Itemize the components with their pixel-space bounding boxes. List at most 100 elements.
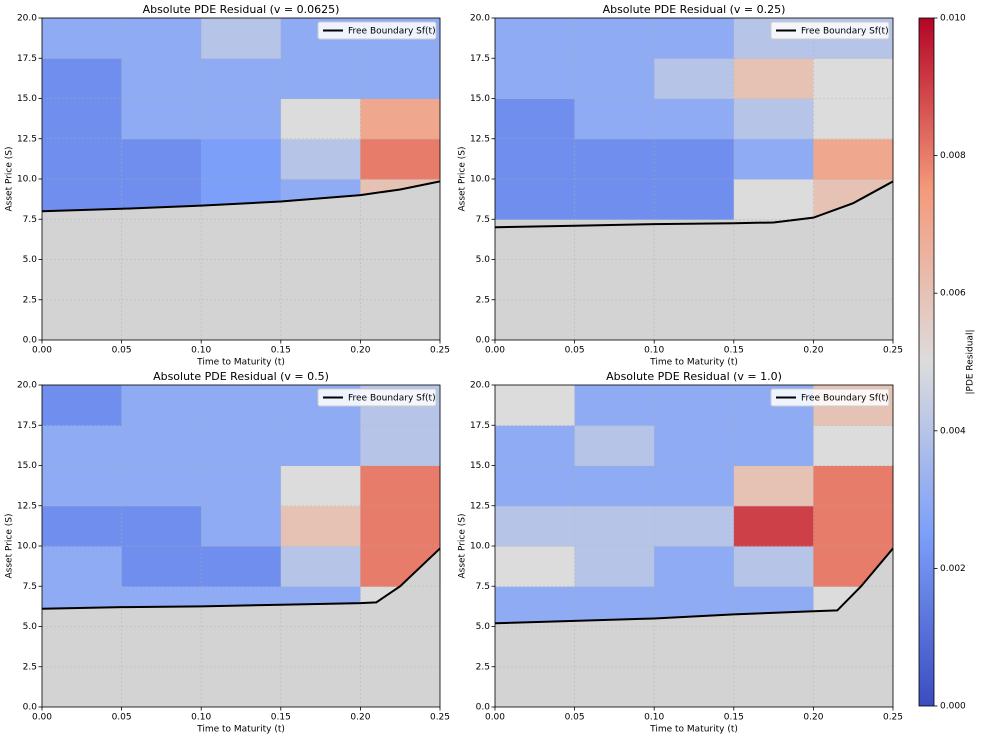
- heatmap-cell: [121, 546, 202, 587]
- heatmap-cell: [495, 586, 576, 627]
- heatmap-cell: [42, 465, 123, 507]
- y-tick-label: 15.0: [17, 94, 37, 104]
- heatmap-cell: [42, 18, 123, 59]
- heatmap-cell: [121, 58, 202, 99]
- heatmap-cell: [733, 58, 814, 99]
- chart-title: Absolute PDE Residual (v = 0.25): [603, 3, 786, 16]
- heatmap-cell: [42, 546, 123, 587]
- heatmap-cell: [813, 465, 894, 507]
- heatmap-cell: [360, 138, 441, 180]
- x-tick-label: 0.10: [191, 346, 211, 356]
- heatmap-cell: [813, 138, 894, 180]
- x-tick-label: 0.25: [430, 346, 450, 356]
- y-tick-label: 17.5: [17, 421, 37, 431]
- heatmap-cell: [654, 385, 735, 426]
- heatmap-cell: [201, 58, 282, 99]
- heatmap-cell: [574, 425, 655, 466]
- x-tick-label: 0.05: [112, 713, 132, 723]
- heatmap-cell: [42, 58, 123, 99]
- colorbar-tick-label: 0.010: [940, 14, 966, 24]
- y-axis-label: Asset Price (S): [458, 146, 468, 211]
- y-tick-label: 15.0: [470, 94, 490, 104]
- heatmap-cell: [360, 58, 441, 99]
- y-tick-label: 12.5: [470, 134, 490, 144]
- y-tick-label: 20.0: [470, 14, 490, 24]
- x-tick-label: 0.20: [803, 713, 823, 723]
- colorbar-tick-label: 0.002: [940, 564, 966, 574]
- heatmap-cell: [495, 505, 576, 547]
- heatmap-cell: [654, 505, 735, 547]
- heatmap-cell: [733, 546, 814, 587]
- exercise-region: [42, 181, 440, 340]
- heatmap-cell: [121, 138, 202, 180]
- heatmap-cell: [360, 425, 441, 466]
- heatmap-cell: [201, 425, 282, 466]
- free-boundary-line: [494, 547, 894, 625]
- y-tick-label: 12.5: [17, 134, 37, 144]
- y-tick-label: 17.5: [470, 54, 490, 64]
- heatmap-cell: [495, 425, 576, 466]
- heatmap-cell: [654, 425, 735, 466]
- heatmap-cell: [654, 18, 735, 59]
- x-axis-label: Time to Maturity (t): [649, 725, 738, 735]
- heatmap-cell: [813, 505, 894, 547]
- y-tick-label: 2.5: [23, 295, 37, 305]
- y-tick-label: 0.0: [23, 336, 38, 346]
- colorbar: [918, 17, 935, 707]
- heatmap-cell: [495, 546, 576, 587]
- x-tick-label: 0.00: [32, 346, 52, 356]
- subplot: 0.00 0.05 0.10 0.15 0.20 0.25 0.0 2.5 5.0 7.5 10.0…: [458, 370, 904, 735]
- heatmap-cell: [201, 465, 282, 507]
- heatmap-cell: [574, 58, 655, 99]
- heatmap-cell: [201, 98, 282, 140]
- y-tick-label: 7.5: [476, 215, 490, 225]
- heatmap-cell: [495, 385, 576, 426]
- y-axis-label: Asset Price (S): [5, 146, 15, 211]
- x-tick-label: 0.05: [565, 346, 585, 356]
- x-tick-label: 0.10: [644, 346, 664, 356]
- colorbar-label: |PDE Residual|: [966, 330, 976, 395]
- heatmap-cell: [654, 465, 735, 507]
- legend-box: [770, 21, 890, 40]
- chart-title: Absolute PDE Residual (v = 0.5): [153, 370, 329, 383]
- y-tick-label: 7.5: [23, 582, 37, 592]
- heatmap-cell: [280, 465, 361, 507]
- y-axis-label: Asset Price (S): [458, 513, 468, 578]
- x-tick-label: 0.20: [350, 346, 370, 356]
- heatmap-cell: [574, 505, 655, 547]
- heatmap-cell: [495, 18, 576, 59]
- y-tick-label: 7.5: [23, 215, 37, 225]
- heatmap-cell: [360, 98, 441, 140]
- x-tick-label: 0.15: [724, 346, 744, 356]
- heatmap-cell: [574, 546, 655, 587]
- x-tick-label: 0.05: [112, 346, 132, 356]
- heatmap-cell: [654, 58, 735, 99]
- x-tick-label: 0.10: [644, 713, 664, 723]
- heatmap-cell: [121, 18, 202, 59]
- heatmap-cell: [733, 505, 814, 547]
- x-tick-label: 0.20: [350, 713, 370, 723]
- heatmap-cell: [201, 546, 282, 587]
- x-axis-label: Time to Maturity (t): [196, 725, 285, 735]
- heatmap-cell: [495, 58, 576, 99]
- heatmap-cell: [574, 465, 655, 507]
- heatmap-cell: [42, 385, 123, 426]
- legend-label: Free Boundary Sf(t): [801, 394, 889, 404]
- y-tick-label: 2.5: [23, 662, 37, 672]
- heatmap-cell: [574, 138, 655, 180]
- heatmap-cell: [733, 179, 814, 220]
- x-tick-label: 0.05: [565, 713, 585, 723]
- heatmap-cell: [42, 138, 123, 180]
- heatmap-cell: [495, 138, 576, 180]
- heatmap-cell: [654, 546, 735, 587]
- heatmap-cell: [201, 385, 282, 426]
- x-axis-label: Time to Maturity (t): [649, 358, 738, 368]
- y-tick-label: 0.0: [476, 336, 491, 346]
- colorbar-tick-label: 0.006: [940, 289, 966, 299]
- heatmap-cell: [495, 98, 576, 140]
- legend-box: [317, 21, 437, 40]
- heatmap-cell: [733, 138, 814, 180]
- heatmap-cell: [121, 98, 202, 140]
- heatmap-cell: [280, 58, 361, 99]
- x-tick-label: 0.15: [271, 346, 291, 356]
